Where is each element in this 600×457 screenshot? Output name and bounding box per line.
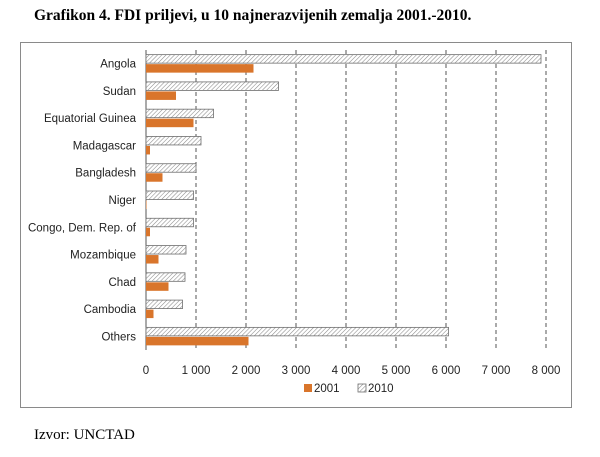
bar-2001-6 <box>146 227 150 237</box>
bar-2010-3 <box>145 136 202 146</box>
category-labels: Angola Sudan Equatorial Guinea Madagascar Ba… <box>28 59 137 344</box>
bar-2001-4 <box>146 173 163 182</box>
legend-label-2010: 2010 <box>368 383 394 395</box>
bar-2001-2 <box>146 118 194 128</box>
bar-2010-1 <box>145 81 279 91</box>
bar-2010-2 <box>145 108 214 119</box>
legend-swatch-2001 <box>304 384 312 392</box>
bar-2001-7 <box>146 255 159 264</box>
bar-2001-1 <box>146 91 176 100</box>
bar-2010-4 <box>145 163 197 173</box>
category-label-0: Angola <box>100 59 136 71</box>
x-tick-label-8: 8 000 <box>532 365 561 377</box>
bar-2001-3 <box>146 145 150 155</box>
chart-frame <box>20 42 572 408</box>
category-label-3: Madagascar <box>73 140 136 152</box>
bar-2010-0 <box>145 54 542 64</box>
x-tick-label-4: 4 000 <box>332 365 361 377</box>
category-label-2: Equatorial Guinea <box>44 113 137 125</box>
bar-2010-10 <box>145 326 449 337</box>
category-label-9: Cambodia <box>84 304 137 316</box>
x-tick-label-6: 6 000 <box>432 365 461 377</box>
legend-swatch-2010 <box>357 383 367 393</box>
bar-2010-8 <box>145 272 186 282</box>
x-tick-label-7: 7 000 <box>482 365 511 377</box>
bar-2010-7 <box>145 245 187 255</box>
chart-title: Grafikon 4. FDI priljevi, u 10 najnerazv… <box>34 7 472 24</box>
category-label-7: Mozambique <box>70 250 136 262</box>
bar-2010-5 <box>145 190 194 200</box>
bar-2010-6 <box>145 217 194 228</box>
x-tick-label-3: 3 000 <box>282 365 311 377</box>
category-label-4: Bangladesh <box>75 168 136 180</box>
category-label-8: Chad <box>109 277 137 289</box>
bar-2001-10 <box>146 336 249 346</box>
legend-label-2001: 2001 <box>314 383 340 395</box>
bar-2001-8 <box>146 282 169 291</box>
bar-2001-5 <box>146 200 147 209</box>
source-note: Izvor: UNCTAD <box>34 427 135 443</box>
bar-2001-0 <box>146 64 254 73</box>
x-tick-label-1: 1 000 <box>182 365 211 377</box>
bar-2001-9 <box>146 309 154 319</box>
bars <box>145 54 542 346</box>
category-label-1: Sudan <box>103 86 136 98</box>
category-label-6: Congo, Dem. Rep. of <box>28 222 137 234</box>
bar-2010-9 <box>145 299 183 309</box>
x-axis-ticks: 0 1 000 2 000 3 000 4 000 5 000 6 000 7 000 8 00… <box>143 365 561 377</box>
x-tick-label-2: 2 000 <box>232 365 261 377</box>
category-label-10: Others <box>101 331 136 343</box>
legend: 2001 2010 <box>304 383 394 395</box>
category-label-5: Niger <box>109 195 137 207</box>
gridlines <box>145 50 547 350</box>
x-tick-label-5: 5 000 <box>382 365 411 377</box>
x-tick-label-0: 0 <box>143 365 149 377</box>
